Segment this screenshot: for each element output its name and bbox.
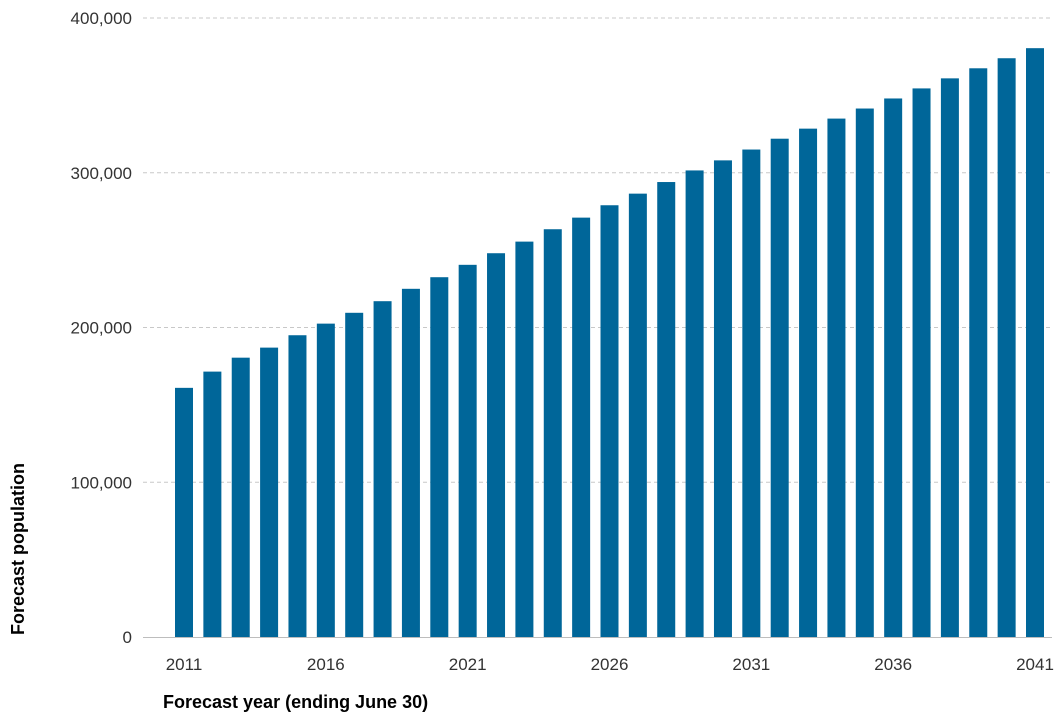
- bar-2028: [657, 182, 676, 637]
- x-axis-tick-labels: 2011 2016 2021 2026 2031 2036 2041: [166, 655, 1054, 674]
- bar-2014: [260, 347, 279, 637]
- x-tick-label: 2026: [591, 655, 629, 674]
- y-axis-tick-labels: 0 100,000 200,000 300,000 400,000: [71, 9, 132, 647]
- x-tick-label: 2036: [874, 655, 912, 674]
- y-axis-title: Forecast population: [8, 463, 28, 635]
- bar-2023: [515, 241, 534, 637]
- bar-2012: [203, 371, 222, 637]
- x-tick-label: 2011: [166, 655, 203, 674]
- bar-2037: [912, 88, 931, 637]
- bar-2025: [572, 217, 591, 637]
- bar-2015: [288, 335, 307, 637]
- y-tick-label: 200,000: [71, 319, 132, 338]
- x-tick-label: 2031: [732, 655, 770, 674]
- bar-2036: [884, 98, 903, 638]
- y-tick-label: 300,000: [71, 164, 132, 183]
- bar-2018: [373, 301, 392, 637]
- bar-2021: [458, 264, 477, 637]
- x-axis-title: Forecast year (ending June 30): [163, 692, 428, 712]
- bar-2024: [543, 229, 562, 637]
- x-tick-label: 2016: [307, 655, 345, 674]
- bar-2041: [1026, 48, 1044, 637]
- bars: [175, 48, 1044, 638]
- bar-2035: [855, 108, 874, 637]
- y-tick-label: 0: [123, 628, 132, 647]
- bar-2011: [175, 387, 193, 637]
- bar-2016: [316, 323, 335, 637]
- bar-2026: [600, 205, 619, 637]
- bar-2022: [487, 253, 506, 637]
- y-tick-label: 400,000: [71, 9, 132, 28]
- bar-2033: [799, 128, 818, 638]
- bar-2029: [685, 170, 704, 637]
- x-tick-label: 2021: [449, 655, 487, 674]
- x-tick-label: 2041: [1016, 655, 1054, 674]
- bar-2013: [231, 357, 250, 637]
- bar-2030: [713, 160, 732, 637]
- bar-2020: [430, 277, 449, 637]
- bar-2032: [770, 138, 789, 637]
- y-tick-label: 100,000: [71, 473, 132, 492]
- bar-2040: [997, 58, 1016, 638]
- bar-2017: [345, 312, 364, 637]
- bar-2019: [401, 288, 420, 637]
- bar-2031: [742, 149, 761, 637]
- bar-2034: [827, 118, 846, 637]
- bar-2038: [940, 78, 959, 638]
- bar-2027: [628, 193, 647, 638]
- bar-2039: [969, 68, 988, 637]
